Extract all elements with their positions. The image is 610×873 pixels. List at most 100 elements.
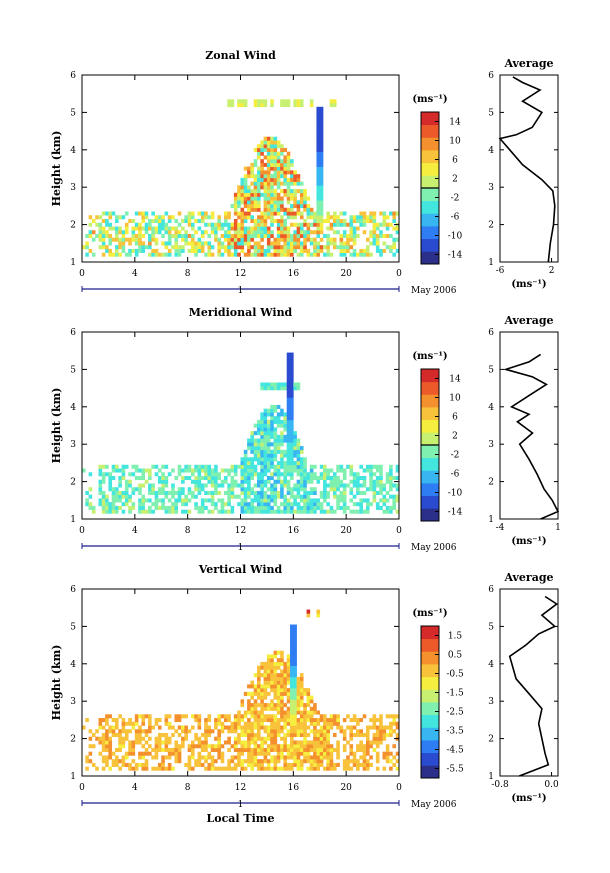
heatmap-cell <box>263 766 268 771</box>
heatmap-cell <box>316 729 321 734</box>
heatmap-cell <box>200 464 205 469</box>
heatmap-cell <box>174 755 179 760</box>
heatmap-cell <box>283 714 288 719</box>
colorbar-swatch <box>421 626 439 640</box>
heatmap-cell <box>395 498 400 503</box>
heatmap-cell <box>181 744 185 749</box>
heatmap-cell <box>250 502 255 507</box>
heatmap-cell <box>194 468 198 473</box>
heatmap-cell <box>250 509 255 514</box>
heatmap-cell <box>306 718 311 723</box>
heatmap-cell <box>266 155 271 160</box>
heatmap-cell <box>280 196 284 201</box>
heatmap-cell <box>280 472 284 477</box>
heatmap-cell <box>306 204 311 209</box>
heatmap-cell <box>243 196 248 201</box>
y-tick-label: 2 <box>70 478 76 488</box>
heatmap-cell <box>313 732 317 738</box>
heatmap-cell <box>233 468 238 473</box>
heatmap-cell <box>290 360 294 365</box>
heatmap-cell <box>174 248 179 253</box>
heatmap-cell <box>290 509 294 514</box>
heatmap-cell <box>306 196 311 201</box>
heatmap-cell <box>263 185 268 190</box>
heatmap-cell <box>296 226 301 231</box>
heatmap-cell <box>342 230 347 235</box>
heatmap-cell <box>108 252 113 257</box>
heatmap-cell <box>280 245 284 250</box>
heatmap-cell <box>309 222 314 227</box>
heatmap-cell <box>151 490 155 495</box>
heatmap-cell <box>263 147 268 152</box>
heatmap-cell <box>369 487 373 492</box>
heatmap-cell <box>200 483 205 488</box>
heatmap-cell <box>293 103 297 108</box>
heatmap-cell <box>217 245 221 250</box>
heatmap-cell <box>88 502 93 507</box>
heatmap-cell <box>115 464 119 469</box>
heatmap-cell <box>214 725 218 730</box>
heatmap-cell <box>214 718 218 723</box>
heatmap-cell <box>293 196 297 201</box>
heatmap-cell <box>316 200 321 205</box>
heatmap-cell <box>174 744 179 749</box>
heatmap-cell <box>316 129 321 134</box>
heatmap-cell <box>250 725 255 730</box>
heatmap-cell <box>161 479 165 484</box>
heatmap-cell <box>134 718 139 723</box>
heatmap-cell <box>352 472 357 477</box>
heatmap-cell <box>296 766 301 771</box>
heatmap-cell <box>365 498 370 503</box>
heatmap-cell <box>273 404 278 409</box>
heatmap-cell <box>197 490 202 495</box>
heatmap-cell <box>124 226 129 231</box>
heatmap-cell <box>207 252 212 257</box>
heatmap-cell <box>167 721 172 726</box>
heatmap-cell <box>91 237 96 242</box>
heatmap-cell <box>148 241 152 246</box>
heatmap-cell <box>247 490 251 495</box>
heatmap-cell <box>369 502 373 507</box>
heatmap-cell <box>247 732 251 738</box>
heatmap-cell <box>316 222 321 227</box>
heatmap-cell <box>250 442 255 447</box>
heatmap-cell <box>247 174 251 179</box>
colorbar-swatch <box>421 651 439 665</box>
heatmap-cell <box>263 215 268 220</box>
heatmap-cell <box>240 189 245 194</box>
heatmap-cell <box>352 751 357 756</box>
heatmap-cell <box>283 483 288 488</box>
heatmap-cell <box>382 498 387 503</box>
heatmap-cell <box>290 248 294 253</box>
heatmap-cell <box>190 747 195 752</box>
heatmap-cell <box>266 177 271 182</box>
heatmap-cell <box>336 747 340 752</box>
heatmap-cell <box>214 759 218 764</box>
heatmap-cell <box>286 505 291 510</box>
heatmap-cell <box>290 502 294 507</box>
heatmap-cell <box>217 475 221 481</box>
heatmap-cell <box>230 505 235 510</box>
heatmap-cell <box>217 222 221 227</box>
heatmap-cell <box>161 241 165 246</box>
heatmap-cell <box>273 252 278 257</box>
heatmap-cell <box>382 487 387 492</box>
heatmap-cell <box>253 457 258 462</box>
heatmap-cell <box>101 464 106 469</box>
heatmap-cell <box>118 494 122 499</box>
heatmap-cell <box>247 509 251 514</box>
heatmap-cell <box>283 147 288 152</box>
heatmap-cell <box>293 646 297 652</box>
heatmap-cell <box>385 215 390 220</box>
heatmap-cell <box>323 740 327 745</box>
heatmap-cell <box>233 204 238 209</box>
colorbar-tick-label: -6 <box>451 213 460 223</box>
heatmap-cell <box>250 162 255 167</box>
heatmap-cell <box>276 703 281 708</box>
heatmap-cell <box>316 475 321 481</box>
heatmap-cell <box>273 766 278 771</box>
heatmap-cell <box>240 472 245 477</box>
heatmap-cell <box>332 475 337 481</box>
heatmap-cell <box>336 487 340 492</box>
heatmap-cell <box>253 181 258 186</box>
